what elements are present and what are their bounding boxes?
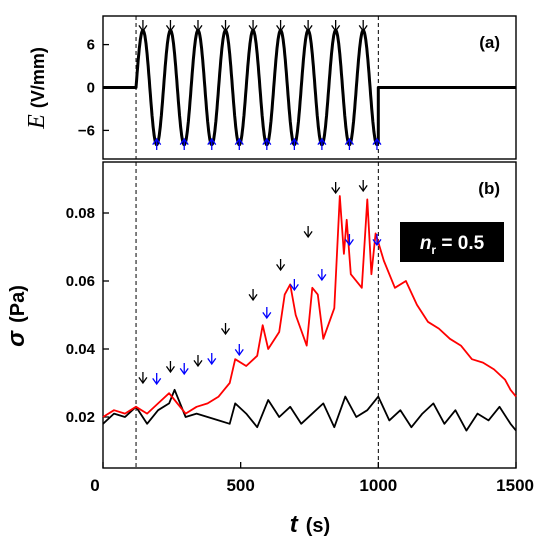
panel-a-trough-arrow-6 [317,137,327,150]
panel-a-peak-arrow-5 [276,20,286,33]
panel-b-peak-arrow-3 [220,323,231,336]
panel-b-frame [102,161,517,469]
panel-b-peak-arrow-1 [165,361,175,374]
panel-b-y-ticks: 0.02 0.04 0.06 0.08 [66,205,109,426]
panel-a-series-line-0 [103,28,516,147]
panel-b-trough-arrow-7 [344,234,354,247]
panel-b-dashed-lines [135,162,379,468]
panel-a-y-tick-label-2: −6 [78,122,95,139]
panel-b-trough-arrow-4 [262,307,272,320]
panel-b-x-tick-label-2: 1000 [359,476,397,495]
panel-b-x-tick-label-3: 1500 [496,476,534,495]
panel-b-annotation-box [400,222,504,262]
panel-b-annotation: nr = 0.5 [400,222,504,262]
panel-a: 6 0 −6 (a) E (V/mm) [24,15,517,160]
panel-b-x-ticks: 0 500 1000 1500 [90,462,534,495]
panel-b-x-tick-label-1: 500 [226,476,254,495]
panel-a-tag: (a) [479,33,500,52]
panel-b-trough-arrow-6 [317,269,327,282]
panel-a-y-axis-title: E (V/mm) [24,47,50,130]
panel-a-markers [138,20,382,150]
panel-a-y-symbol: E [24,114,50,130]
panel-b-x-symbol: t [290,511,299,538]
panel-b-trough-arrow-8 [372,234,382,247]
panel-a-peak-arrow-2 [193,20,203,33]
panel-b-x-tick-label-0: 0 [90,476,99,495]
annotation-subscript: r [431,243,436,257]
panel-b-peak-arrow-4 [248,289,258,302]
svg-text:σ(Pa): σ (Pa) [3,285,30,347]
panel-b-peak-arrow-6 [303,226,313,239]
panel-a-trough-arrow-7 [344,137,354,150]
panel-a-trough-arrow-0 [152,137,162,150]
panel-b-trough-arrow-5 [289,279,299,292]
svg-text:E(V/mm): E (V/mm) [24,47,50,130]
panel-b-y-tick-label-2: 0.06 [66,273,95,290]
panel-b-y-symbol: σ [3,330,30,347]
panel-a-trough-arrow-1 [179,137,189,150]
panel-b-y-tick-label-1: 0.04 [66,341,96,358]
panel-a-y-tick-label-0: 6 [87,37,95,54]
panel-b-y-axis-title: σ (Pa) [3,285,30,347]
panel-a-peak-arrow-7 [331,20,341,33]
panel-a-trough-arrow-3 [234,137,244,150]
svg-text:nr = 0.5: nr = 0.5 [420,233,485,257]
panel-b: 0.02 0.04 0.06 0.08 0 500 1000 1500 (b) nr = 0… [3,161,534,538]
panel-b-trough-arrow-3 [234,344,244,357]
panel-b-x-axis-title: t (s) [290,511,330,538]
panel-a-trough-arrow-8 [372,137,382,150]
panel-a-peak-arrow-1 [165,20,175,33]
panel-b-trough-arrow-0 [152,373,162,386]
panel-b-peak-arrow-5 [276,259,286,272]
annotation-symbol: n [420,233,432,254]
panel-b-series-line-1 [102,195,517,418]
annotation-text: = 0.5 [436,233,484,254]
panel-a-peak-arrow-0 [138,20,148,33]
panel-b-y-tick-label-3: 0.08 [66,205,95,222]
panel-b-y-unit: (Pa) [7,285,29,323]
panel-a-peak-arrow-3 [220,20,231,33]
panel-b-peak-arrow-2 [193,355,203,368]
panel-b-series [102,195,517,432]
panel-b-y-tick-label-0: 0.02 [66,409,95,426]
panel-b-peak-arrow-0 [138,372,148,385]
panel-b-tag: (b) [478,179,500,198]
panel-b-x-unit: (s) [306,515,330,537]
panel-a-y-unit: (V/mm) [28,47,48,108]
panel-a-series [103,28,516,147]
panel-a-peak-arrow-6 [303,20,313,33]
panel-b-peak-arrow-7 [331,182,341,195]
panel-b-peak-arrow-8 [358,180,368,193]
panel-b-markers [138,180,382,386]
panel-a-trough-arrow-5 [289,137,299,150]
panel-a-y-tick-label-1: 0 [87,80,95,97]
panel-a-trough-arrow-4 [262,137,272,150]
panel-a-peak-arrow-4 [248,20,258,33]
panel-a-peak-arrow-8 [358,20,368,33]
panel-a-trough-arrow-2 [207,137,217,150]
panel-b-trough-arrow-1 [179,363,189,376]
panel-b-trough-arrow-2 [207,353,217,366]
